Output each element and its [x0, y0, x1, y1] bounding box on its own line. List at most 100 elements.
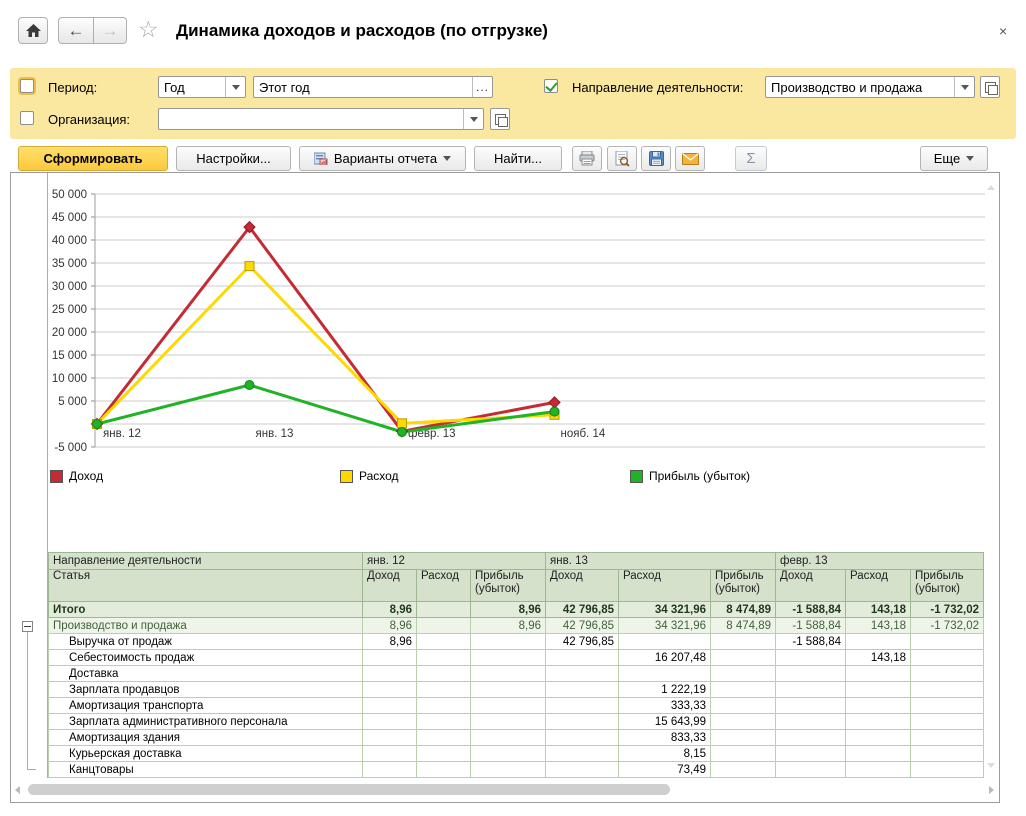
cell[interactable]: 8,96	[362, 633, 417, 650]
cell[interactable]	[710, 649, 776, 666]
row-label[interactable]: Курьерская доставка	[48, 745, 363, 762]
row-label[interactable]: Зарплата продавцов	[48, 681, 363, 698]
cell[interactable]	[470, 697, 546, 714]
cell[interactable]	[416, 601, 471, 618]
favorite-star-icon[interactable]: ☆	[138, 16, 159, 42]
close-button[interactable]: ×	[999, 23, 1008, 39]
row-label[interactable]: Амортизация здания	[48, 729, 363, 746]
cell[interactable]	[845, 713, 911, 730]
collapse-group-button[interactable]	[22, 621, 33, 632]
find-button[interactable]: Найти...	[474, 146, 562, 171]
cell[interactable]: 8 474,89	[710, 601, 776, 618]
cell[interactable]: 8,96	[362, 617, 417, 634]
chevron-down-icon[interactable]	[463, 109, 483, 129]
cell[interactable]	[910, 649, 984, 666]
cell[interactable]: 8,96	[470, 617, 546, 634]
cell[interactable]: 34 321,96	[618, 601, 711, 618]
autosum-button[interactable]: Σ	[735, 146, 767, 171]
cell[interactable]	[845, 761, 911, 778]
preview-button[interactable]	[607, 146, 637, 171]
cell[interactable]	[545, 761, 619, 778]
chevron-down-icon[interactable]	[954, 77, 974, 97]
cell[interactable]	[545, 713, 619, 730]
chevron-down-icon[interactable]	[225, 77, 245, 97]
cell[interactable]	[416, 617, 471, 634]
cell[interactable]	[910, 633, 984, 650]
cell[interactable]	[470, 681, 546, 698]
row-label[interactable]: Доставка	[48, 665, 363, 682]
cell[interactable]: 143,18	[845, 649, 911, 666]
cell[interactable]	[710, 745, 776, 762]
cell[interactable]	[845, 665, 911, 682]
cell[interactable]	[545, 665, 619, 682]
cell[interactable]: 143,18	[845, 601, 911, 618]
cell[interactable]	[845, 697, 911, 714]
cell[interactable]	[416, 633, 471, 650]
settings-button[interactable]: Настройки...	[176, 146, 291, 171]
row-label[interactable]: Выручка от продаж	[48, 633, 363, 650]
cell[interactable]	[416, 649, 471, 666]
cell[interactable]	[710, 633, 776, 650]
cell[interactable]	[362, 729, 417, 746]
organization-open-button[interactable]	[490, 108, 510, 130]
cell[interactable]	[710, 761, 776, 778]
scrollbar-thumb[interactable]	[28, 784, 670, 795]
scroll-down-icon[interactable]	[987, 763, 995, 768]
back-button[interactable]: ←	[58, 17, 94, 44]
cell[interactable]	[910, 729, 984, 746]
cell[interactable]	[362, 745, 417, 762]
business-line-combo[interactable]: Производство и продажа	[765, 76, 975, 98]
cell[interactable]	[618, 665, 711, 682]
cell[interactable]	[775, 713, 846, 730]
cell[interactable]	[775, 649, 846, 666]
period-kind-combo[interactable]: Год	[158, 76, 246, 98]
cell[interactable]: 8,96	[470, 601, 546, 618]
send-email-button[interactable]	[675, 146, 705, 171]
cell[interactable]: 42 796,85	[545, 617, 619, 634]
cell[interactable]	[362, 697, 417, 714]
cell[interactable]: 333,33	[618, 697, 711, 714]
cell[interactable]	[416, 681, 471, 698]
report-variants-button[interactable]: Варианты отчета	[299, 146, 466, 171]
row-label[interactable]: Производство и продажа	[48, 617, 363, 634]
cell[interactable]	[470, 649, 546, 666]
cell[interactable]	[416, 745, 471, 762]
forward-button[interactable]: →	[94, 17, 127, 44]
cell[interactable]: 16 207,48	[618, 649, 711, 666]
period-value-field[interactable]: Этот год ...	[253, 76, 493, 98]
cell[interactable]: 143,18	[845, 617, 911, 634]
cell[interactable]	[845, 633, 911, 650]
cell[interactable]: -1 732,02	[910, 617, 984, 634]
scroll-right-icon[interactable]	[989, 786, 994, 794]
cell[interactable]	[545, 729, 619, 746]
cell[interactable]	[470, 729, 546, 746]
cell[interactable]	[470, 713, 546, 730]
cell[interactable]	[362, 649, 417, 666]
cell[interactable]	[845, 681, 911, 698]
cell[interactable]: 833,33	[618, 729, 711, 746]
cell[interactable]	[416, 713, 471, 730]
cell[interactable]: 42 796,85	[545, 601, 619, 618]
row-label[interactable]: Канцтовары	[48, 761, 363, 778]
cell[interactable]	[910, 713, 984, 730]
cell[interactable]: -1 588,84	[775, 601, 846, 618]
organization-combo[interactable]	[158, 108, 484, 130]
cell[interactable]	[362, 713, 417, 730]
cell[interactable]	[910, 745, 984, 762]
cell[interactable]: 34 321,96	[618, 617, 711, 634]
cell[interactable]: -1 588,84	[775, 633, 846, 650]
cell[interactable]	[710, 665, 776, 682]
cell[interactable]	[416, 761, 471, 778]
cell[interactable]	[545, 745, 619, 762]
cell[interactable]: 73,49	[618, 761, 711, 778]
cell[interactable]: -1 732,02	[910, 601, 984, 618]
home-button[interactable]	[18, 17, 48, 44]
cell[interactable]	[470, 745, 546, 762]
row-label[interactable]: Итого	[48, 601, 363, 618]
save-button[interactable]	[641, 146, 671, 171]
cell[interactable]	[910, 761, 984, 778]
cell[interactable]	[545, 681, 619, 698]
period-more-button[interactable]: ...	[472, 77, 492, 97]
cell[interactable]	[470, 665, 546, 682]
cell[interactable]	[362, 665, 417, 682]
